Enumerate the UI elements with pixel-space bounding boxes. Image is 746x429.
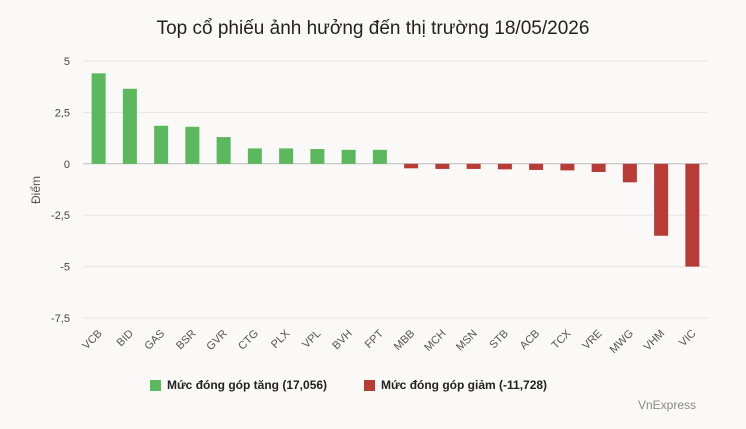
x-tick-label: CTG bbox=[236, 328, 261, 353]
bar-vpl[interactable] bbox=[310, 148, 325, 164]
x-tick-label: MWG bbox=[608, 328, 636, 356]
bar-bid[interactable] bbox=[122, 88, 137, 164]
y-axis-label: Điểm bbox=[29, 176, 43, 204]
bar-vic[interactable] bbox=[685, 163, 700, 267]
x-axis-ticks: VCB BID GAS BSR GVR CTG PLX VPL BVH FPT MBB MCH MSN S… bbox=[80, 327, 698, 356]
x-tick-label: VHM bbox=[641, 328, 667, 354]
legend-swatch-negative bbox=[364, 379, 375, 391]
legend-item-positive[interactable]: Mức đóng góp tăng (17,056) bbox=[150, 378, 327, 392]
legend-swatch-positive bbox=[150, 379, 161, 391]
bar-stb[interactable] bbox=[497, 163, 512, 170]
x-tick-label: GAS bbox=[142, 328, 167, 353]
x-tick-label: BID bbox=[115, 328, 136, 349]
x-tick-label: MSN bbox=[454, 328, 480, 354]
gridlines bbox=[83, 60, 708, 319]
bar-mwg[interactable] bbox=[622, 163, 637, 183]
bar-gas[interactable] bbox=[154, 125, 169, 164]
x-tick-label: PLX bbox=[269, 327, 293, 351]
bar-ctg[interactable] bbox=[247, 148, 262, 164]
bar-vcb[interactable] bbox=[91, 73, 106, 164]
bar-vre[interactable] bbox=[591, 163, 606, 173]
y-tick-label: 5 bbox=[64, 56, 70, 68]
bars bbox=[91, 73, 700, 267]
x-tick-label: MBB bbox=[392, 328, 417, 353]
y-tick-label: 0 bbox=[64, 159, 70, 171]
source-credit: VnExpress bbox=[637, 398, 696, 412]
bar-acb[interactable] bbox=[529, 163, 544, 170]
legend-item-negative[interactable]: Mức đóng góp giảm (-11,728) bbox=[364, 378, 547, 392]
x-tick-label: TCX bbox=[549, 327, 574, 352]
x-tick-label: VCB bbox=[80, 328, 104, 352]
bar-mbb[interactable] bbox=[404, 163, 419, 169]
y-axis-ticks: 5 2,5 0 -2,5 -5 -7,5 bbox=[51, 56, 70, 325]
legend-label-positive: Mức đóng góp tăng (17,056) bbox=[167, 378, 328, 392]
bar-fpt[interactable] bbox=[372, 149, 387, 164]
x-tick-label: BVH bbox=[330, 328, 355, 353]
bar-plx[interactable] bbox=[279, 148, 294, 164]
x-tick-label: ACB bbox=[518, 328, 542, 352]
x-tick-label: VIC bbox=[677, 328, 698, 349]
chart-title: Top cổ phiếu ảnh hưởng đến thị trường 18… bbox=[156, 18, 590, 39]
y-tick-label: -2,5 bbox=[51, 210, 70, 222]
bar-msn[interactable] bbox=[466, 163, 481, 169]
bar-bsr[interactable] bbox=[185, 126, 200, 164]
bar-vhm[interactable] bbox=[654, 163, 669, 236]
x-tick-label: BSR bbox=[174, 328, 199, 353]
bar-mch[interactable] bbox=[435, 163, 450, 169]
bar-bvh[interactable] bbox=[341, 149, 356, 164]
y-tick-label: -5 bbox=[60, 262, 70, 274]
x-tick-label: MCH bbox=[422, 328, 448, 354]
bar-gvr[interactable] bbox=[216, 137, 231, 164]
x-tick-label: GVR bbox=[204, 328, 229, 353]
y-tick-label: 2,5 bbox=[55, 107, 70, 119]
x-tick-label: STB bbox=[487, 328, 511, 352]
x-tick-label: VPL bbox=[300, 328, 323, 351]
legend-label-negative: Mức đóng góp giảm (-11,728) bbox=[381, 378, 548, 392]
x-tick-label: VRE bbox=[580, 328, 604, 352]
x-tick-label: FPT bbox=[363, 327, 386, 350]
bar-tcx[interactable] bbox=[560, 163, 575, 171]
y-tick-label: -7,5 bbox=[51, 313, 70, 325]
legend: Mức đóng góp tăng (17,056) Mức đóng góp … bbox=[0, 378, 746, 396]
